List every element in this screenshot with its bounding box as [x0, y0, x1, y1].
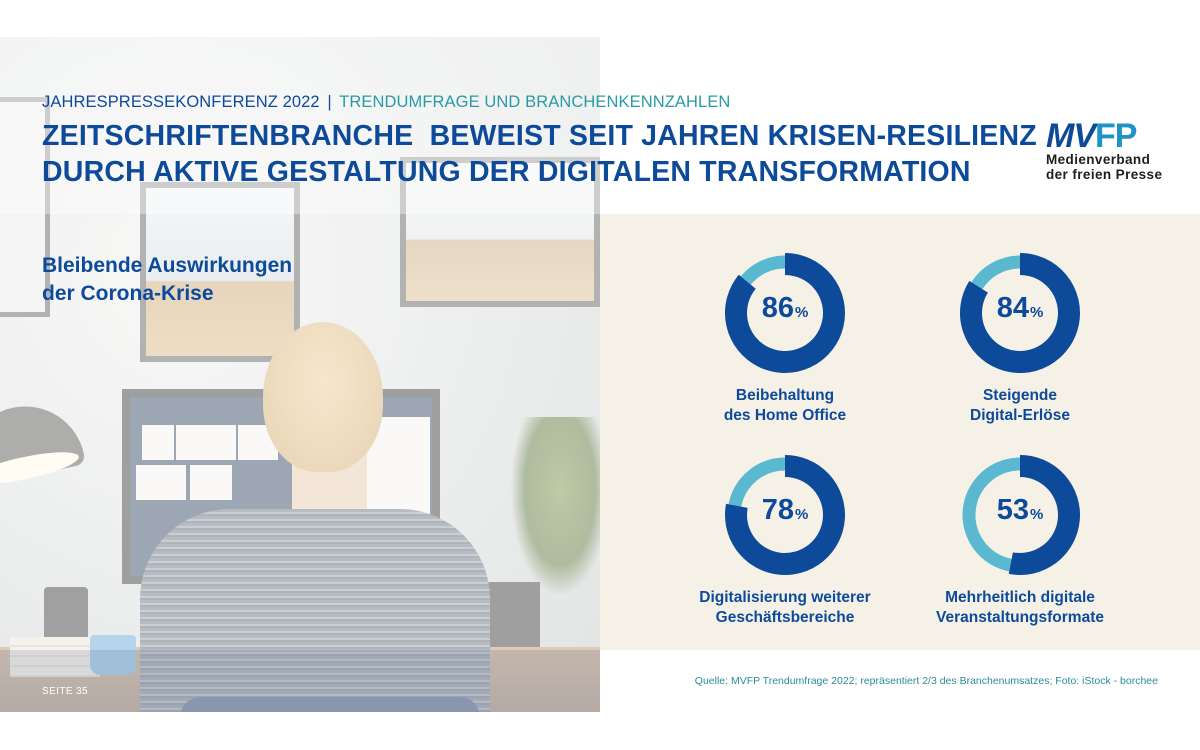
title-line-1: ZEITSCHRIFTENBRANCHE BEWEIST SEIT JAHREN…: [42, 120, 1037, 152]
kicker-topic: TRENDUMFRAGE UND BRANCHENKENNZAHLEN: [339, 93, 731, 111]
kpi-label: Mehrheitlich digitale Veranstaltungsform…: [936, 589, 1104, 626]
kpi-panel: 86% Beibehaltung des Home Office 84% Ste…: [600, 214, 1200, 650]
page-title: ZEITSCHRIFTENBRANCHE BEWEIST SEIT JAHREN…: [42, 118, 1037, 190]
header-background: [600, 37, 1200, 214]
page-number: SEITE 35: [42, 686, 88, 697]
kpi-digitalization: 78% Digitalisierung weiterer Geschäftsbe…: [665, 450, 905, 628]
kicker: JAHRESPRESSEKONFERENZ 2022 | TRENDUMFRAG…: [42, 93, 730, 112]
kpi-label: Beibehaltung des Home Office: [723, 387, 847, 424]
donut-chart-icon: [960, 253, 1080, 373]
source-note: Quelle: MVFP Trendumfrage 2022; repräsen…: [694, 675, 1158, 687]
donut-chart-icon: [725, 455, 845, 575]
logo-line-2: der freien Presse: [1046, 167, 1163, 182]
logo-line-1: Medienverband: [1046, 152, 1151, 167]
logo-mark: MVFP: [1046, 117, 1137, 155]
kpi-digital-revenue: 84% Steigende Digital-Erlöse: [900, 248, 1140, 426]
title-line-2: DURCH AKTIVE GESTALTUNG DER DIGITALEN TR…: [42, 156, 971, 188]
kicker-separator: |: [327, 93, 332, 111]
donut-chart-icon: [962, 455, 1080, 575]
kicker-event: JAHRESPRESSEKONFERENZ 2022: [42, 93, 320, 111]
section-subtitle: Bleibende Auswirkungen der Corona-Krise: [42, 254, 293, 305]
background-photo: [0, 37, 600, 712]
kpi-digital-events: 53% Mehrheitlich digitale Veranstaltungs…: [900, 450, 1140, 628]
donut-chart-icon: [725, 253, 845, 373]
kpi-label: Digitalisierung weiterer Geschäftsbereic…: [699, 589, 871, 626]
kpi-home-office: 86% Beibehaltung des Home Office: [665, 248, 905, 426]
kpi-label: Steigende Digital-Erlöse: [970, 387, 1070, 424]
mvfp-logo: MVFP Medienverband der freien Presse: [1046, 117, 1163, 182]
